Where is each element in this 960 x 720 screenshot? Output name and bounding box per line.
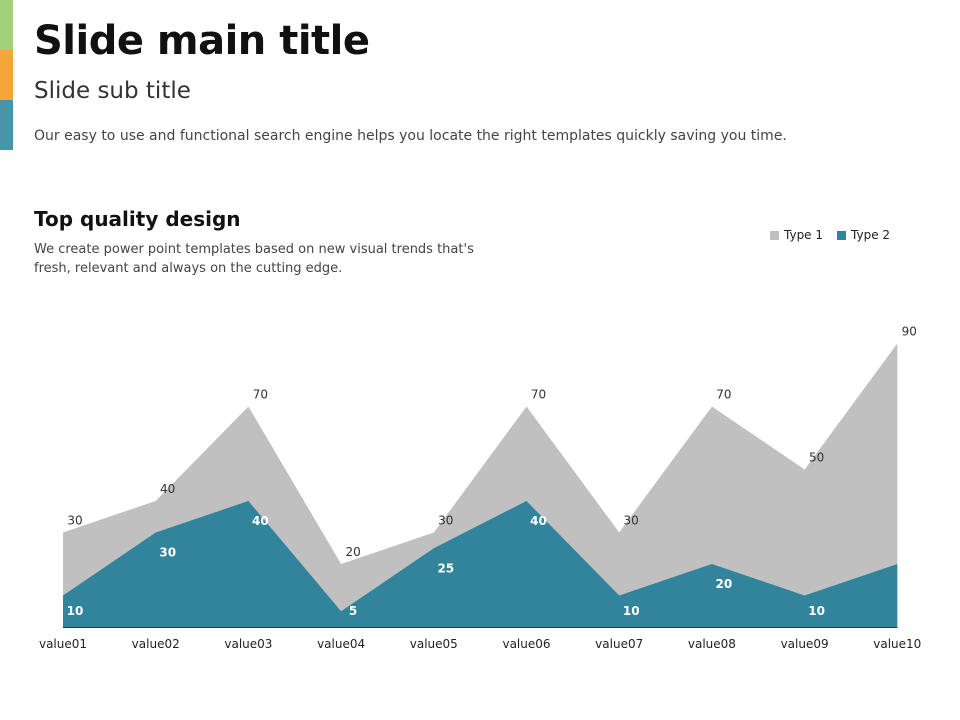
data-label-type2: 25: [437, 561, 454, 575]
data-label-type1: 20: [345, 545, 360, 559]
category-label: value07: [595, 637, 643, 651]
data-label-type1: 40: [160, 482, 175, 496]
data-label-type1: 30: [67, 514, 82, 528]
data-label-type1: 30: [438, 514, 453, 528]
data-label-type2: 5: [349, 604, 357, 618]
category-label: value08: [688, 637, 736, 651]
data-label-type1: 70: [253, 388, 268, 402]
slide-title: Slide main title: [34, 18, 370, 64]
chart-legend: Type 1 Type 2: [770, 228, 890, 242]
data-label-type1: 50: [809, 451, 824, 465]
slide-subtitle: Slide sub title: [34, 78, 191, 104]
category-label: value09: [781, 637, 829, 651]
category-label: value02: [132, 637, 180, 651]
data-label-type1: 70: [531, 388, 546, 402]
area-series-2: [63, 501, 898, 627]
data-label-type2: 40: [252, 514, 269, 528]
category-label: value04: [317, 637, 365, 651]
data-label-type2: 30: [159, 546, 176, 560]
data-label-type1: 70: [716, 388, 731, 402]
section-title: Top quality design: [34, 207, 241, 231]
category-label: value03: [224, 637, 272, 651]
accent-bar-green: [0, 0, 13, 50]
category-label: value05: [410, 637, 458, 651]
data-label-type2: 10: [623, 604, 640, 618]
legend-swatch-type1: [770, 230, 779, 240]
data-label-type2: 10: [808, 604, 825, 618]
legend-swatch-type2: [837, 230, 847, 240]
data-label-type1: 90: [902, 325, 917, 339]
legend-label-type2: Type 2: [851, 228, 891, 242]
data-label-type2: 20: [716, 577, 733, 591]
legend-item-type1: Type 1: [770, 228, 823, 242]
data-label-type2: 40: [530, 514, 547, 528]
accent-bar-teal: [0, 100, 13, 150]
category-label: value10: [873, 637, 921, 651]
data-label-type2: 20: [901, 577, 918, 591]
accent-bar-orange: [0, 50, 13, 100]
data-label-type2: 10: [67, 604, 84, 618]
legend-item-type2: Type 2: [837, 228, 890, 242]
category-label: value01: [39, 637, 87, 651]
slide-description: Our easy to use and functional search en…: [34, 128, 787, 144]
data-label-type1: 30: [624, 514, 639, 528]
category-label: value06: [502, 637, 550, 651]
legend-label-type1: Type 1: [784, 228, 824, 242]
section-description: We create power point templates based on…: [34, 242, 474, 276]
